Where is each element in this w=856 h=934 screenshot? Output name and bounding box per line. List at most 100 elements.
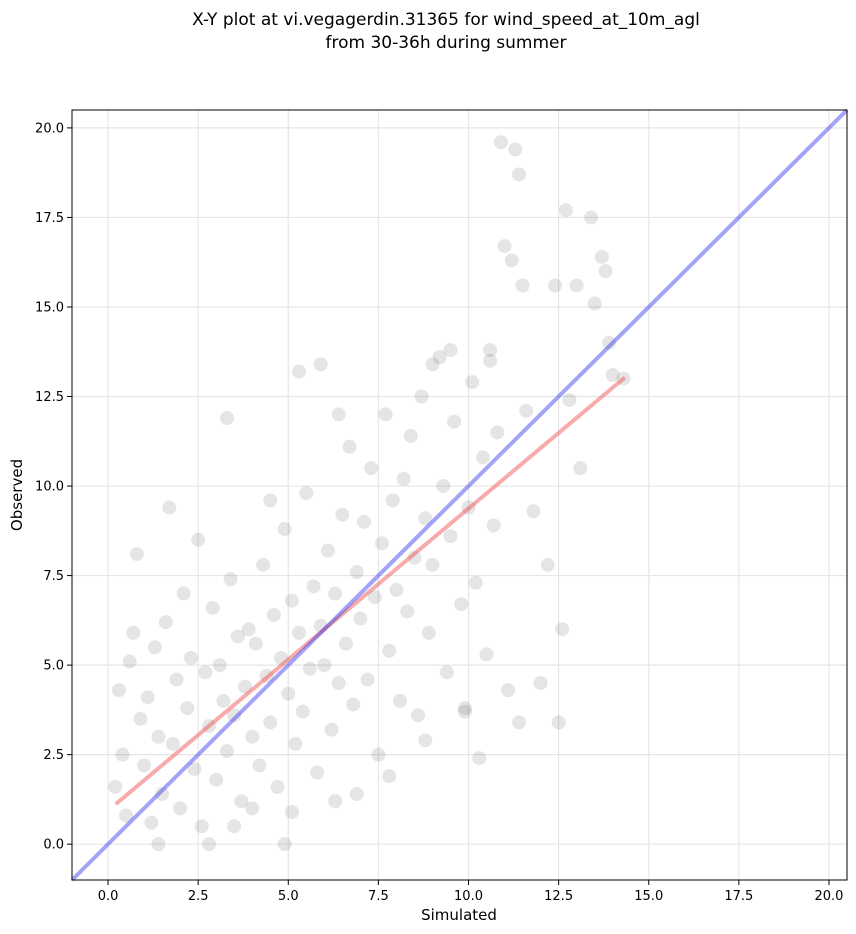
data-point [201,837,216,852]
data-point [313,618,328,633]
data-point [248,636,263,651]
x-tick-label: 2.5 [188,889,209,904]
data-point [486,518,501,533]
data-point [338,636,353,651]
data-point [331,407,346,422]
data-point [281,686,296,701]
data-point [292,364,307,379]
data-point [147,640,162,655]
data-point [382,643,397,658]
data-point [151,837,166,852]
data-point [407,550,422,565]
data-point [396,471,411,486]
data-point [511,167,526,182]
data-point [439,665,454,680]
data-point [201,719,216,733]
data-point [562,393,577,408]
y-tick-label: 2.5 [43,748,64,763]
data-point [245,729,260,744]
data-point [198,665,213,680]
data-point [180,701,195,716]
data-point [457,701,472,716]
data-point [111,683,126,698]
data-point [284,804,299,819]
data-point [616,371,631,386]
data-point [378,407,393,422]
data-point [504,253,519,268]
data-point [569,278,584,293]
data-point [234,794,249,809]
data-point [483,353,498,368]
data-point [483,342,498,357]
data-point [432,350,447,365]
data-point [317,658,332,673]
data-point [144,815,159,830]
data-point [454,597,469,612]
data-point [443,529,458,544]
data-point [342,439,357,454]
data-point [274,650,289,665]
data-point [241,622,256,637]
grid-lines [72,110,847,880]
plot-area-frame [71,109,848,881]
data-point [328,586,343,601]
data-point [299,486,314,501]
data-point [306,579,321,594]
data-point [436,479,451,494]
data-point [353,611,368,626]
data-point [548,278,563,293]
data-point [295,704,310,719]
data-point [155,787,170,802]
data-point [508,142,523,157]
data-point [331,676,346,691]
one-to-one-line [70,108,849,882]
x-tick-label: 12.5 [544,889,573,904]
chart-subtitle: from 30-36h during summer [326,33,567,53]
reference-lines [70,108,849,882]
data-point [493,135,508,150]
data-point [497,239,512,254]
data-point [238,679,253,694]
data-point [230,629,245,644]
data-point [302,661,317,676]
data-point [526,504,541,519]
y-tick-label: 17.5 [35,211,64,226]
y-tick-label: 0.0 [43,838,64,853]
data-points [108,135,631,852]
y-tick-label: 12.5 [35,390,64,405]
data-point [602,335,617,350]
data-point [425,557,440,572]
data-point [349,565,364,579]
x-tick-label: 7.5 [368,889,389,904]
data-point [277,522,292,537]
data-point [194,819,209,834]
y-axis-label: Observed [8,459,26,531]
data-point [411,708,426,723]
data-point [375,536,389,551]
data-point [605,368,620,383]
data-point [540,557,555,572]
data-point [461,500,476,515]
x-tick-label: 20.0 [815,889,844,904]
data-point [169,672,184,687]
data-point [598,264,613,279]
data-point [284,593,299,608]
data-point [360,672,375,687]
data-point [479,647,494,662]
data-point [263,493,278,508]
x-tick-label: 17.5 [724,889,753,904]
data-point [533,676,548,691]
data-point [465,375,480,390]
data-point [108,779,123,794]
data-point [403,428,418,443]
data-point [587,296,602,311]
data-point [558,203,573,218]
data-point [227,708,242,723]
data-point [140,690,155,705]
data-point [205,600,220,615]
data-point [277,837,292,852]
data-point [328,794,343,809]
x-tick-label: 0.0 [98,889,119,904]
data-point [263,715,278,730]
